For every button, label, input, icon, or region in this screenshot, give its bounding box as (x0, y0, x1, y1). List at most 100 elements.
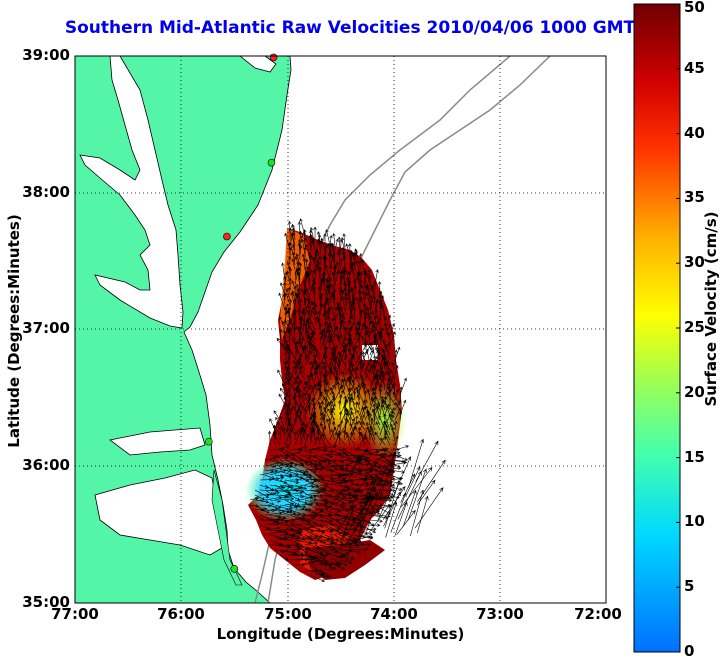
velocity-arrow (315, 310, 321, 326)
velocity-arrow (359, 322, 365, 336)
velocity-arrow (329, 347, 336, 361)
velocity-arrow (324, 369, 328, 386)
velocity-arrow (304, 491, 321, 496)
velocity-arrow (380, 437, 386, 446)
velocity-arrow (353, 346, 361, 361)
velocity-arrow (405, 466, 421, 496)
velocity-arrow (318, 322, 323, 336)
velocity-arrow (277, 369, 286, 386)
velocity-arrow (344, 319, 351, 336)
velocity-arrow (328, 362, 333, 381)
velocity-arrow (304, 289, 311, 306)
velocity-arrow (287, 400, 292, 416)
velocity-arrow (286, 378, 291, 396)
velocity-arrow (313, 268, 317, 281)
velocity-arrow (326, 297, 331, 316)
velocity-arrow (355, 386, 361, 401)
velocity-arrow (259, 499, 275, 506)
velocity-arrow (375, 421, 381, 431)
velocity-arrow (323, 233, 327, 245)
velocity-arrow (309, 554, 322, 562)
velocity-arrow (324, 534, 334, 539)
velocity-arrow (324, 454, 334, 458)
velocity-arrow (334, 554, 350, 561)
velocity-arrow (359, 462, 370, 466)
velocity-arrow (282, 293, 286, 306)
velocity-arrow (360, 365, 371, 381)
velocity-arrow (350, 397, 356, 411)
velocity-arrow (304, 297, 311, 316)
velocity-arrow (329, 554, 348, 561)
velocity-arrow (313, 303, 318, 316)
velocity-arrow (289, 486, 302, 491)
velocity-arrow (355, 296, 361, 311)
velocity-arrow (334, 423, 340, 436)
velocity-arrow (309, 524, 321, 531)
velocity-arrows (249, 218, 409, 582)
velocity-arrow (288, 286, 292, 296)
velocity-arrow (334, 467, 350, 471)
velocity-arrow (269, 461, 280, 466)
velocity-arrow (279, 328, 283, 341)
velocity-arrow (349, 250, 353, 266)
velocity-arrow (379, 299, 386, 316)
velocity-arrow (294, 539, 312, 545)
velocity-arrow (381, 396, 391, 411)
velocity-arrow (379, 479, 393, 485)
velocity-arrow (384, 484, 403, 491)
velocity-arrow (313, 257, 317, 271)
velocity-arrow (311, 414, 321, 431)
velocity-arrow (297, 389, 306, 406)
velocity-arrow (372, 320, 381, 336)
velocity-arrow (274, 464, 289, 468)
velocity-arrow (318, 266, 323, 286)
velocity-arrow (279, 534, 296, 541)
velocity-arrow (324, 449, 334, 454)
velocity-arrow (304, 384, 312, 396)
velocity-arrow (296, 272, 301, 291)
velocity-arrow (354, 471, 369, 476)
velocity-arrow (417, 459, 446, 502)
velocity-arrow (293, 393, 297, 406)
plot-frame (74, 55, 607, 604)
velocity-arrow (309, 477, 325, 481)
velocity-arrow (284, 380, 288, 391)
velocity-arrow (312, 301, 316, 311)
velocity-arrow (389, 323, 395, 336)
velocity-arrow (389, 461, 407, 466)
velocity-arrow (297, 242, 301, 261)
velocity-arrow (329, 502, 339, 506)
radar-site-marker (205, 437, 213, 446)
velocity-arrow (394, 454, 408, 461)
velocity-arrow (332, 353, 341, 371)
velocity-arrow (319, 545, 333, 551)
velocity-arrow (354, 459, 371, 466)
velocity-arrow (309, 236, 315, 256)
velocity-arrow (269, 466, 283, 471)
velocity-arrow (344, 353, 348, 371)
velocity-arrow (299, 449, 314, 454)
velocity-arrow (315, 424, 326, 441)
velocity-arrow (394, 388, 400, 401)
velocity-arrow (382, 486, 406, 520)
velocity-arrow (348, 300, 352, 311)
velocity-arrow (279, 403, 287, 416)
velocity-arrow (385, 360, 391, 376)
velocity-arrow (332, 265, 337, 281)
velocity-arrow (383, 491, 401, 527)
velocity-arrow (284, 552, 297, 556)
velocity-arrow (339, 529, 350, 536)
velocity-arrow (329, 357, 335, 376)
colorbar-tick-label: 25 (684, 318, 705, 336)
velocity-arrow (377, 332, 386, 346)
velocity-arrow (359, 377, 364, 391)
velocity-arrow (299, 546, 311, 551)
velocity-arrow (349, 482, 360, 487)
velocity-arrow (392, 456, 411, 499)
velocity-arrow (366, 388, 371, 401)
velocity-arrow (347, 279, 352, 291)
velocity-arrow (279, 504, 293, 509)
velocity-arrow (296, 266, 301, 286)
colorbar-tick-label: 50 (684, 0, 705, 16)
velocity-arrow (344, 455, 361, 461)
